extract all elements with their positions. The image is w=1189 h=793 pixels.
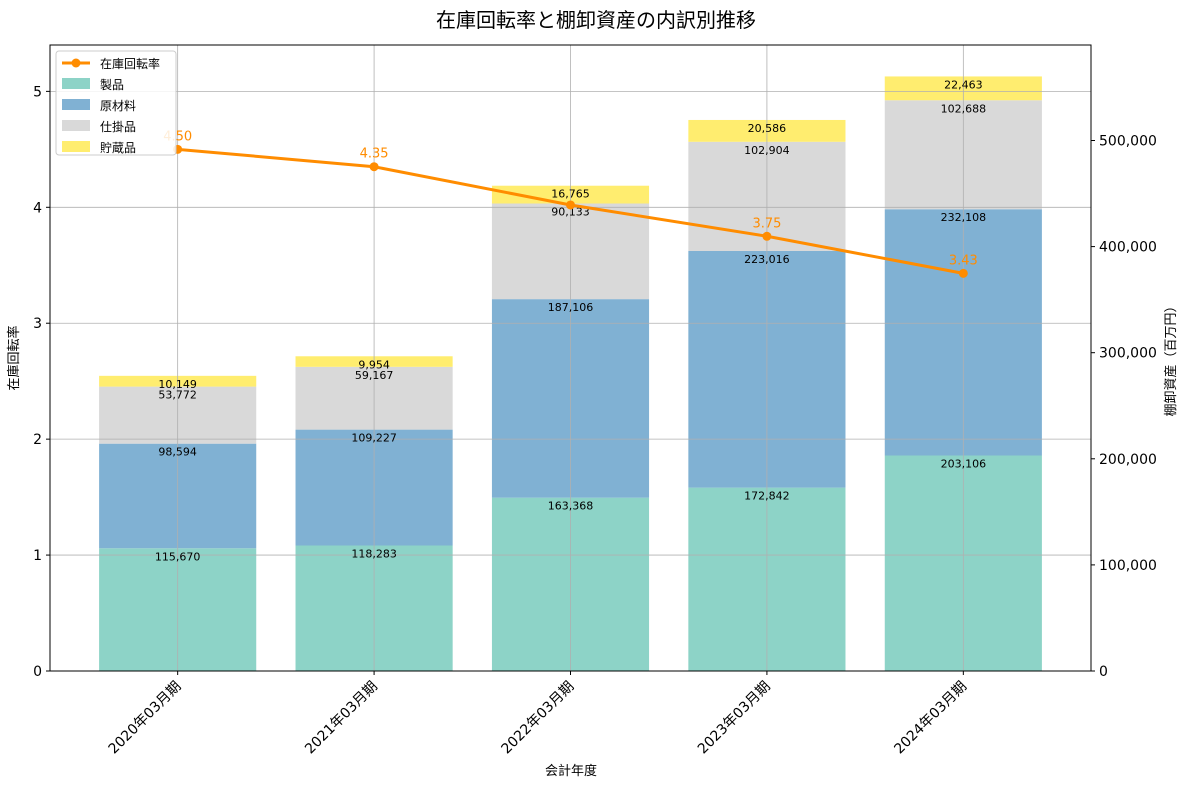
legend-label: 在庫回転率 [100, 56, 160, 71]
bar-value-label: 223,016 [744, 253, 790, 266]
bar-value-label: 187,106 [548, 301, 594, 314]
left-axis-tick-label: 3 [33, 316, 42, 332]
turnover-point [958, 268, 968, 278]
legend-label: 原材料 [100, 99, 136, 113]
turnover-point [762, 231, 772, 241]
bar-value-label: 232,108 [941, 211, 987, 224]
bar-value-label: 20,586 [748, 122, 787, 135]
turnover-value-label: 3.43 [949, 253, 978, 268]
bar-value-label: 109,227 [351, 432, 397, 445]
legend-swatch [62, 78, 90, 89]
x-axis-title: 会計年度 [545, 763, 597, 779]
right-axis-tick-label: 300,000 [1099, 346, 1157, 362]
left-axis-tick-label: 1 [33, 548, 42, 564]
right-axis-tick-label: 100,000 [1099, 558, 1157, 574]
bar-value-label: 203,106 [941, 458, 987, 471]
x-axis-tick-label: 2021年03月期 [302, 679, 381, 758]
bar-value-label: 98,594 [158, 446, 197, 459]
x-axis-tick-label: 2023年03月期 [695, 679, 774, 758]
grid-layer [50, 45, 1091, 672]
bar-value-label: 115,670 [155, 550, 201, 563]
bar-value-label: 90,133 [551, 206, 590, 219]
legend-swatch [62, 99, 90, 110]
right-axis-title: 棚卸資産（百万円） [1163, 299, 1179, 416]
right-axis-tick-label: 200,000 [1099, 452, 1157, 468]
legend-label: 製品 [100, 78, 124, 92]
x-axis-tick-label: 2020年03月期 [106, 679, 185, 758]
legend-swatch [62, 120, 90, 131]
legend-label: 仕掛品 [100, 119, 136, 134]
bar-value-label: 172,842 [744, 490, 790, 503]
bar-value-label: 16,765 [551, 188, 590, 201]
left-axis-tick-label: 4 [33, 200, 42, 216]
bar-value-label: 59,167 [355, 369, 394, 382]
legend-label: 貯蔵品 [100, 141, 136, 155]
legend-swatch [62, 141, 90, 152]
turnover-value-label: 3.75 [752, 216, 781, 231]
bar-value-label: 53,772 [158, 389, 197, 402]
left-axis-title: 在庫回転率 [6, 325, 22, 390]
chart-title: 在庫回転率と棚卸資産の内訳別推移 [436, 8, 756, 32]
turnover-point [566, 200, 575, 210]
right-axis-tick-label: 500,000 [1099, 133, 1157, 149]
x-axis-tick-label: 2022年03月期 [499, 679, 578, 758]
right-axis-tick-label: 400,000 [1099, 240, 1157, 256]
bar-value-label: 102,688 [941, 102, 987, 115]
x-axis-tick-label: 2024年03月期 [891, 679, 970, 758]
bar-value-label: 163,368 [548, 500, 594, 513]
bar-value-label: 22,463 [944, 78, 983, 91]
bar-value-label: 102,904 [744, 144, 790, 157]
left-axis-tick-label: 2 [33, 432, 42, 448]
turnover-value-label: 4.35 [360, 147, 389, 162]
left-axis-tick-label: 5 [33, 84, 42, 100]
bar-value-label: 9,954 [358, 358, 390, 371]
turnover-point [369, 162, 379, 172]
legend-line-marker [71, 58, 81, 68]
bar-value-label: 118,283 [351, 547, 397, 560]
bar-value-label: 10,149 [158, 378, 197, 391]
left-axis-tick-label: 0 [33, 664, 42, 680]
right-axis-tick-label: 0 [1099, 664, 1108, 680]
